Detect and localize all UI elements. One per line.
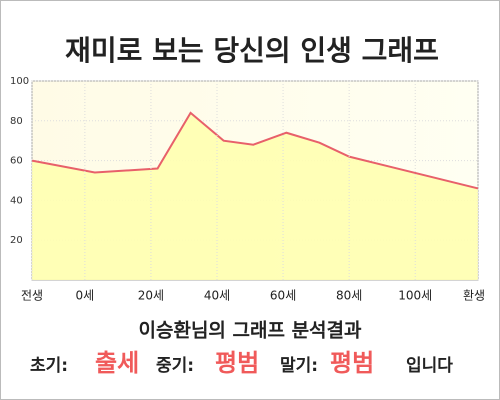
x-tick-label: 환생 <box>463 289 485 303</box>
ending: 입니다 <box>406 356 453 376</box>
x-tick-label: 0세 <box>76 289 95 303</box>
y-tick-label: 80 <box>10 116 23 127</box>
y-tick-label: 60 <box>10 156 23 167</box>
middle-label: 중기: <box>156 356 194 376</box>
y-tick-label: 40 <box>10 195 23 206</box>
late-label: 말기: <box>280 355 318 376</box>
x-tick-label: 40세 <box>204 289 230 303</box>
x-tick-label: 80세 <box>336 289 362 303</box>
y-tick-label: 100 <box>10 76 29 87</box>
early-value: 출세 <box>95 349 139 377</box>
analysis-heading: 이승환님의 그래프 분석결과 <box>139 320 363 342</box>
x-tick-label: 60세 <box>270 289 296 303</box>
x-tick-label: 전생 <box>21 289 43 303</box>
line <box>31 111 479 190</box>
chart-title: 재미로 보는 당신의 인생 그래프 <box>65 34 439 67</box>
area <box>32 112 478 280</box>
x-tick-label: 20세 <box>138 289 164 303</box>
middle-value: 평범 <box>215 349 259 377</box>
x-tick-label: 100세 <box>398 289 432 303</box>
early-label: 초기: <box>30 356 68 376</box>
late-value: 평범 <box>330 349 374 377</box>
y-tick-label: 20 <box>10 235 23 246</box>
